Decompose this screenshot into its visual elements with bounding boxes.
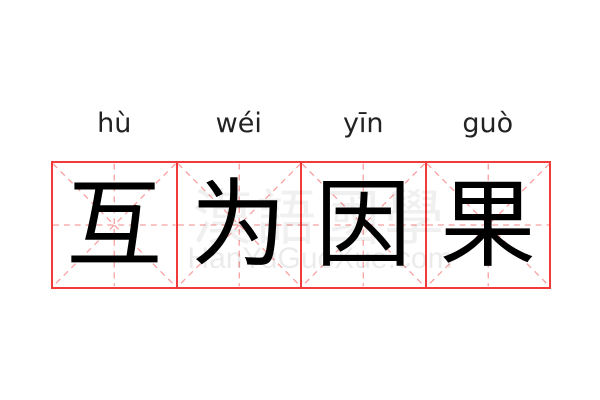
character-grid: 互 为 因 果 bbox=[51, 161, 551, 289]
tian-grid-guide bbox=[53, 163, 176, 287]
tian-grid-guide bbox=[302, 163, 425, 287]
pinyin-row: hù wéi yīn guò bbox=[52, 108, 550, 139]
character-cell: 果 bbox=[426, 163, 549, 287]
character: 为 bbox=[190, 169, 287, 281]
pinyin-3: yīn bbox=[342, 108, 384, 139]
tian-grid-guide bbox=[177, 163, 300, 287]
character: 因 bbox=[315, 169, 412, 281]
pinyin-2: wéi bbox=[215, 108, 262, 139]
pinyin-1: hù bbox=[97, 108, 132, 139]
pinyin-4: guò bbox=[462, 108, 514, 139]
character: 果 bbox=[439, 169, 536, 281]
tian-grid-guide bbox=[426, 163, 549, 287]
character-cell: 因 bbox=[302, 163, 427, 287]
character-cell: 为 bbox=[177, 163, 302, 287]
character-cell: 互 bbox=[53, 163, 178, 287]
character: 互 bbox=[66, 169, 163, 281]
